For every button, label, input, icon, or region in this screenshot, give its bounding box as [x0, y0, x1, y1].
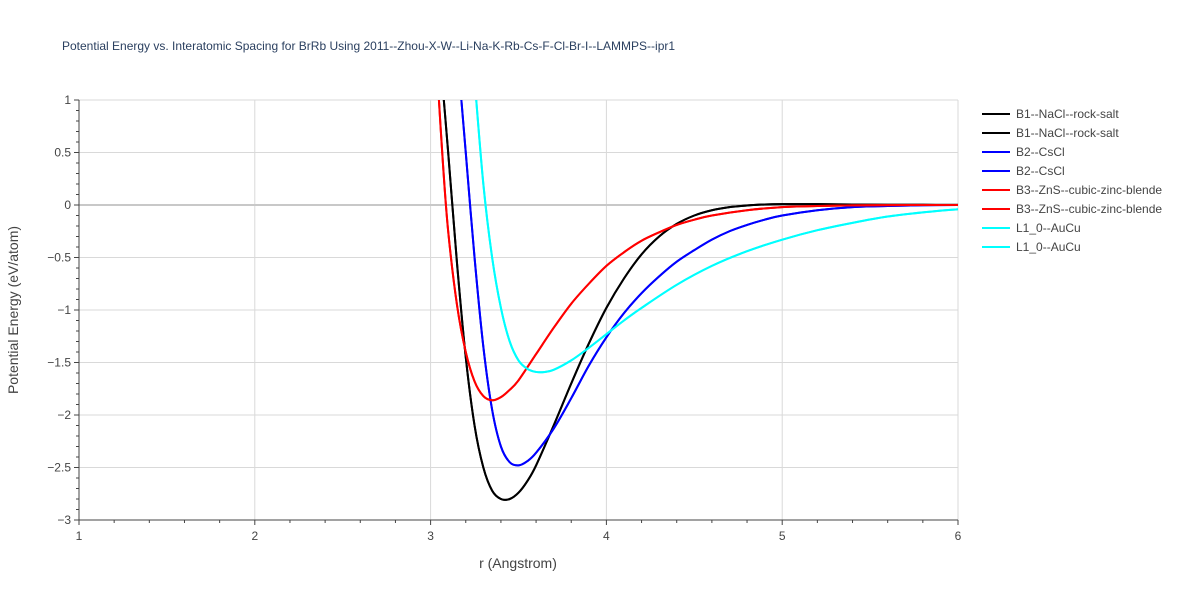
- series-line-b1-nacl-rock-salt-0: [442, 100, 958, 501]
- legend-item[interactable]: B2--CsCl: [982, 145, 1065, 159]
- x-axis-title: r (Angstrom): [479, 555, 557, 571]
- y-tick-label: −3: [57, 513, 71, 527]
- y-tick-label: −2: [57, 408, 71, 422]
- legend-label: B3--ZnS--cubic-zinc-blende: [1016, 183, 1162, 197]
- series-line-b3-zns-cubic-zinc-blende-5: [437, 100, 958, 402]
- series-lines: [437, 100, 958, 501]
- series-line-b2-cscl-2: [460, 100, 958, 467]
- legend-label: B1--NaCl--rock-salt: [1016, 107, 1119, 121]
- x-tick-label: 2: [251, 529, 258, 543]
- legend[interactable]: B1--NaCl--rock-salt B1--NaCl--rock-salt B2…: [982, 107, 1162, 254]
- legend-label: B2--CsCl: [1016, 145, 1065, 159]
- legend-item[interactable]: L1_0--AuCu: [982, 240, 1081, 254]
- y-tick-label: 1: [64, 93, 71, 107]
- y-tick-label: 0: [64, 198, 71, 212]
- tick-labels: 1 2 3 4 5 6 1 0.5 0 −0.5 −1 −1.5 −2 −2.5 −3: [47, 93, 961, 543]
- y-tick-label: −2.5: [47, 461, 71, 475]
- legend-label: B3--ZnS--cubic-zinc-blende: [1016, 202, 1162, 216]
- legend-item[interactable]: L1_0--AuCu: [982, 221, 1081, 235]
- legend-item[interactable]: B1--NaCl--rock-salt: [982, 126, 1119, 140]
- series-line-b1-nacl-rock-salt-1: [442, 100, 958, 501]
- y-tick-label: −1: [57, 303, 71, 317]
- chart-title: Potential Energy vs. Interatomic Spacing…: [62, 39, 675, 53]
- series-line-b2-cscl-3: [460, 100, 958, 467]
- series-line-l1-0-aucu-7: [475, 100, 958, 374]
- x-tick-label: 1: [76, 529, 83, 543]
- y-tick-label: −1.5: [47, 356, 71, 370]
- series-line-b3-zns-cubic-zinc-blende-4: [437, 100, 958, 402]
- legend-item[interactable]: B1--NaCl--rock-salt: [982, 107, 1119, 121]
- y-tick-label: 0.5: [54, 146, 71, 160]
- legend-label: L1_0--AuCu: [1016, 221, 1081, 235]
- x-tick-label: 4: [603, 529, 610, 543]
- grid-lines: [79, 99, 959, 520]
- legend-item[interactable]: B3--ZnS--cubic-zinc-blende: [982, 183, 1162, 197]
- legend-label: B2--CsCl: [1016, 164, 1065, 178]
- legend-item[interactable]: B2--CsCl: [982, 164, 1065, 178]
- series-line-l1-0-aucu-6: [475, 100, 958, 374]
- y-tick-label: −0.5: [47, 251, 71, 265]
- x-tick-label: 6: [955, 529, 962, 543]
- x-tick-label: 3: [427, 529, 434, 543]
- y-axis-title: Potential Energy (eV/atom): [5, 226, 21, 394]
- legend-label: L1_0--AuCu: [1016, 240, 1081, 254]
- legend-label: B1--NaCl--rock-salt: [1016, 126, 1119, 140]
- x-tick-label: 5: [779, 529, 786, 543]
- legend-item[interactable]: B3--ZnS--cubic-zinc-blende: [982, 202, 1162, 216]
